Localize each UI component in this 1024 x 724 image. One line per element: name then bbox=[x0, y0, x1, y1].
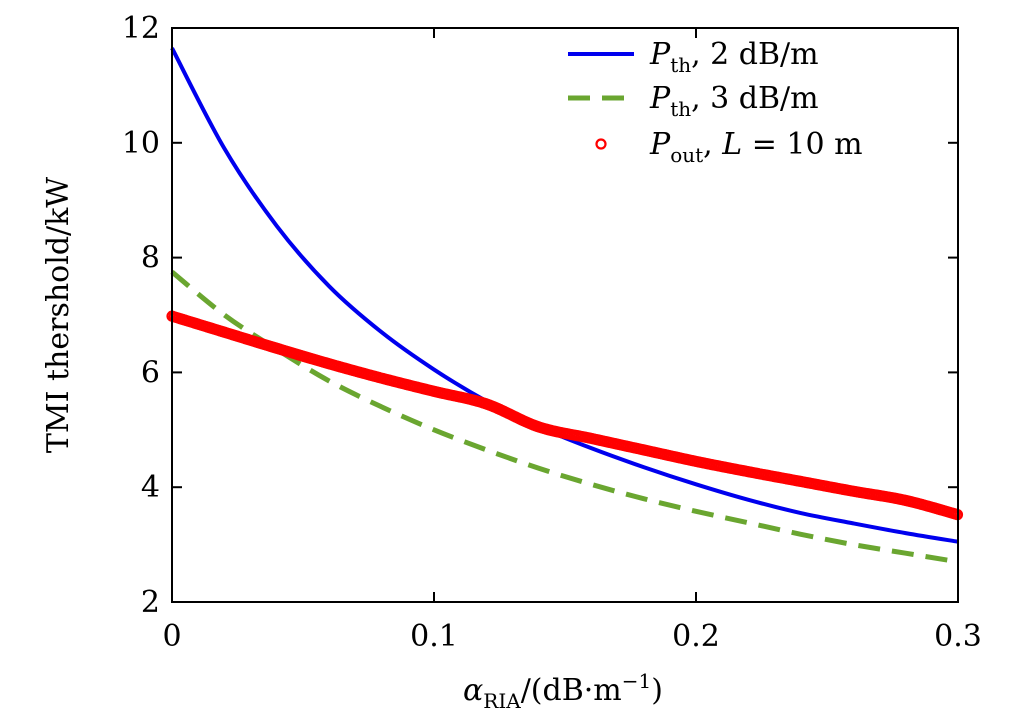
y-tick-label: 2 bbox=[141, 585, 160, 620]
series-pth3-line bbox=[170, 270, 959, 565]
x-axis-label-sup: −1 bbox=[622, 669, 651, 693]
x-axis-label-close: ) bbox=[651, 673, 663, 708]
ticks-layer: 0 0.1 0.2 0.3 2 4 6 8 10 12 bbox=[122, 11, 982, 654]
series-pth2-line bbox=[170, 47, 959, 544]
y-tick-label: 4 bbox=[141, 470, 160, 505]
y-tick-label: 6 bbox=[141, 355, 160, 390]
plot-area: 0 0.1 0.2 0.3 2 4 6 8 10 12 bbox=[122, 11, 982, 654]
series-layer bbox=[166, 47, 964, 565]
x-axis-label-subscript: RIA bbox=[483, 689, 521, 713]
legend-label-pth2: Pth, 2 dB/m bbox=[649, 37, 819, 77]
y-tick-label: 8 bbox=[141, 241, 160, 276]
x-tick-label: 0.1 bbox=[410, 619, 458, 654]
legend-swatch-pout bbox=[595, 138, 607, 150]
x-tick-label: 0.3 bbox=[934, 619, 982, 654]
x-axis-label: αRIA/(dB·m−1) bbox=[463, 669, 663, 713]
series-pout bbox=[166, 310, 964, 521]
x-axis-label-symbol: α bbox=[463, 673, 483, 708]
x-axis-label-rest: /(dB·m bbox=[521, 673, 622, 708]
legend-item-pth3: Pth, 3 dB/m bbox=[568, 81, 819, 121]
plot-frame bbox=[171, 27, 959, 603]
y-tick-label: 10 bbox=[122, 126, 160, 161]
legend-label-pth3: Pth, 3 dB/m bbox=[649, 81, 819, 121]
y-axis-label: TMI thershold/kW bbox=[41, 177, 76, 453]
legend-item-pth2: Pth, 2 dB/m bbox=[568, 37, 819, 77]
legend-item-pout: Pout, L = 10 m bbox=[595, 127, 863, 167]
legend-label-pout: Pout, L = 10 m bbox=[649, 127, 863, 167]
x-tick-label: 0.2 bbox=[672, 619, 720, 654]
y-tick-label: 12 bbox=[122, 11, 160, 46]
x-tick-label: 0 bbox=[162, 619, 181, 654]
